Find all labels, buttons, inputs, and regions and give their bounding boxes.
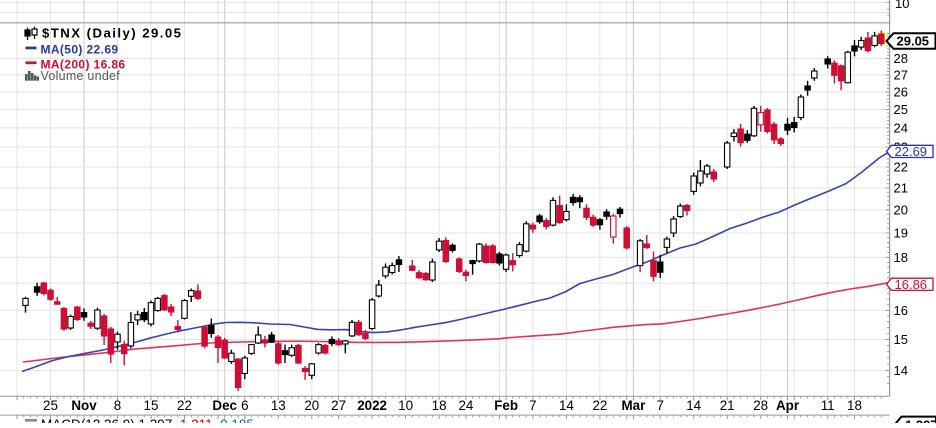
svg-text:6: 6 (241, 398, 248, 413)
svg-text:22: 22 (592, 398, 607, 413)
svg-text:25: 25 (894, 102, 908, 117)
svg-text:15: 15 (144, 398, 159, 413)
svg-text:19: 19 (894, 226, 908, 241)
svg-text:MACD(12,26,9) 1.397, 1.211, 0.: MACD(12,26,9) 1.397, 1.211, 0.185 (41, 417, 254, 423)
svg-text:Feb: Feb (494, 398, 518, 413)
svg-text:21: 21 (894, 181, 908, 196)
svg-text:$TNX (Daily) 29.05: $TNX (Daily) 29.05 (42, 26, 182, 41)
svg-text:13: 13 (271, 398, 286, 413)
svg-text:22: 22 (177, 398, 192, 413)
svg-text:27: 27 (894, 67, 908, 82)
svg-text:29.05: 29.05 (897, 34, 930, 49)
svg-text:MA(50) 22.69: MA(50) 22.69 (41, 43, 119, 57)
svg-text:21: 21 (720, 398, 735, 413)
svg-text:Nov: Nov (71, 398, 97, 413)
svg-text:18: 18 (432, 398, 447, 413)
svg-text:MA(200) 16.86: MA(200) 16.86 (41, 57, 126, 71)
svg-text:27: 27 (331, 398, 346, 413)
svg-text:16: 16 (894, 303, 908, 318)
svg-text:11: 11 (821, 398, 835, 413)
svg-text:1.397: 1.397 (905, 418, 936, 424)
svg-text:2022: 2022 (357, 398, 387, 413)
svg-text:26: 26 (894, 84, 908, 99)
svg-text:25: 25 (43, 398, 58, 413)
svg-text:Dec: Dec (212, 398, 237, 413)
svg-text:24: 24 (458, 398, 473, 413)
svg-text:20: 20 (304, 398, 319, 413)
svg-text:18: 18 (847, 398, 862, 413)
svg-text:Apr: Apr (776, 398, 800, 413)
svg-text:20: 20 (894, 202, 908, 217)
svg-text:10: 10 (895, 0, 909, 11)
svg-text:18: 18 (894, 250, 908, 265)
svg-text:10: 10 (398, 398, 413, 413)
svg-text:7: 7 (529, 398, 536, 413)
svg-text:Volume undef: Volume undef (41, 69, 121, 83)
svg-text:28: 28 (894, 51, 908, 66)
svg-text:Mar: Mar (621, 398, 646, 413)
svg-text:14: 14 (686, 398, 701, 413)
svg-text:28: 28 (753, 398, 768, 413)
svg-text:8: 8 (114, 398, 121, 413)
svg-text:7: 7 (656, 398, 663, 413)
svg-text:22: 22 (894, 160, 908, 175)
svg-text:14: 14 (894, 363, 908, 378)
svg-text:14: 14 (559, 398, 574, 413)
svg-text:15: 15 (894, 332, 908, 347)
svg-text:22.69: 22.69 (895, 144, 928, 159)
svg-text:24: 24 (894, 120, 908, 135)
svg-text:16.86: 16.86 (895, 277, 928, 292)
